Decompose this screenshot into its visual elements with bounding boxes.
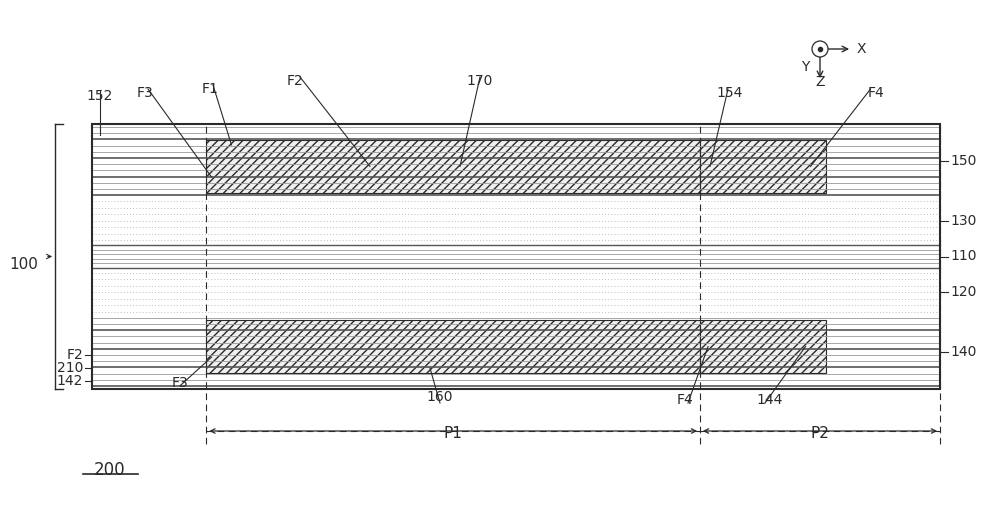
Text: 100: 100 [9, 257, 38, 272]
Text: 140: 140 [950, 345, 976, 359]
Text: F2: F2 [287, 74, 303, 88]
Text: 150: 150 [950, 154, 976, 168]
Bar [206, 140, 700, 193]
Text: 142: 142 [57, 374, 83, 388]
Text: F1: F1 [202, 82, 218, 96]
Text: Y: Y [801, 60, 809, 74]
Text: 170: 170 [467, 74, 493, 88]
Text: 160: 160 [427, 390, 453, 404]
Text: 110: 110 [950, 249, 976, 264]
Text: 120: 120 [950, 285, 976, 299]
Text: 154: 154 [717, 86, 743, 100]
Text: F4: F4 [867, 86, 884, 100]
Text: P1: P1 [444, 426, 463, 441]
Circle shape [812, 41, 828, 57]
Text: F4: F4 [677, 393, 693, 407]
Bar [92, 124, 940, 389]
Bar [206, 320, 700, 373]
Text: 200: 200 [94, 461, 126, 479]
Text: 152: 152 [87, 89, 113, 103]
Text: X: X [857, 42, 866, 56]
Text: F3: F3 [137, 86, 153, 100]
Text: Z: Z [815, 75, 825, 89]
Text: 130: 130 [950, 214, 976, 228]
Text: F2: F2 [66, 348, 83, 361]
Bar [700, 140, 826, 193]
Text: 210: 210 [57, 361, 83, 375]
Text: F3: F3 [172, 376, 188, 390]
Text: 144: 144 [757, 393, 783, 407]
Text: P2: P2 [811, 426, 829, 441]
Bar [700, 320, 826, 373]
